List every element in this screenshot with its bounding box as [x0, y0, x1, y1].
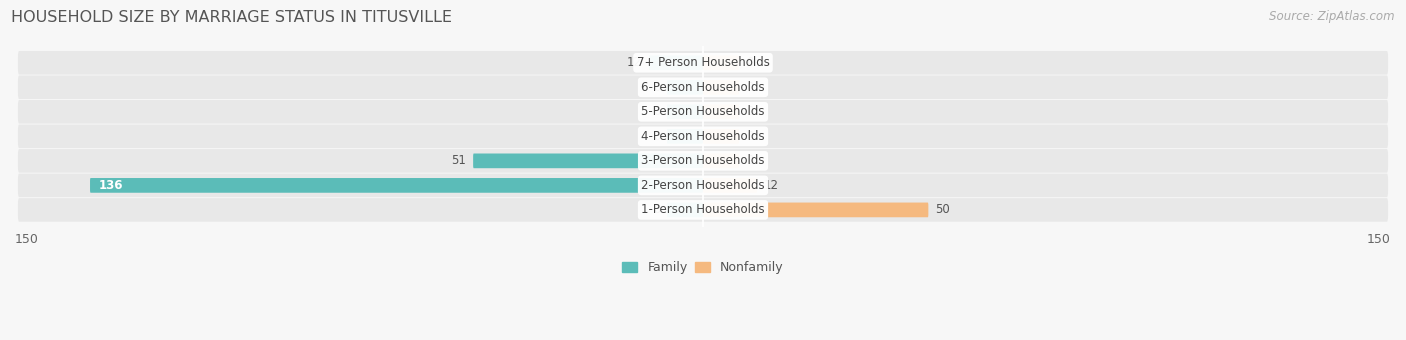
FancyBboxPatch shape [666, 104, 703, 119]
FancyBboxPatch shape [703, 55, 740, 70]
FancyBboxPatch shape [18, 174, 1388, 197]
FancyBboxPatch shape [703, 203, 928, 217]
FancyBboxPatch shape [703, 178, 756, 193]
Text: HOUSEHOLD SIZE BY MARRIAGE STATUS IN TITUSVILLE: HOUSEHOLD SIZE BY MARRIAGE STATUS IN TIT… [11, 10, 453, 25]
FancyBboxPatch shape [703, 104, 740, 119]
FancyBboxPatch shape [666, 203, 703, 217]
Text: 3-Person Households: 3-Person Households [641, 154, 765, 167]
Text: 0: 0 [652, 105, 661, 118]
Text: 6-Person Households: 6-Person Households [641, 81, 765, 94]
FancyBboxPatch shape [18, 51, 1388, 74]
FancyBboxPatch shape [703, 129, 740, 144]
Text: 0: 0 [745, 154, 754, 167]
Text: 1-Person Households: 1-Person Households [641, 203, 765, 216]
Text: 7+ Person Households: 7+ Person Households [637, 56, 769, 69]
Text: 2-Person Households: 2-Person Households [641, 179, 765, 192]
Text: Source: ZipAtlas.com: Source: ZipAtlas.com [1270, 10, 1395, 23]
FancyBboxPatch shape [703, 80, 740, 95]
Text: 4-Person Households: 4-Person Households [641, 130, 765, 143]
Text: 136: 136 [98, 179, 124, 192]
FancyBboxPatch shape [18, 149, 1388, 173]
FancyBboxPatch shape [18, 100, 1388, 123]
FancyBboxPatch shape [474, 153, 703, 168]
Text: 5-Person Households: 5-Person Households [641, 105, 765, 118]
Text: 12: 12 [763, 179, 779, 192]
FancyBboxPatch shape [666, 129, 703, 144]
Text: 0: 0 [652, 130, 661, 143]
Text: 0: 0 [652, 81, 661, 94]
Text: 0: 0 [745, 105, 754, 118]
Text: 0: 0 [745, 130, 754, 143]
Text: 51: 51 [451, 154, 467, 167]
Text: 50: 50 [935, 203, 950, 216]
Legend: Family, Nonfamily: Family, Nonfamily [617, 256, 789, 279]
FancyBboxPatch shape [650, 55, 703, 70]
Text: 0: 0 [745, 81, 754, 94]
FancyBboxPatch shape [18, 75, 1388, 99]
FancyBboxPatch shape [18, 198, 1388, 222]
FancyBboxPatch shape [703, 153, 740, 168]
Text: 0: 0 [652, 203, 661, 216]
Text: 12: 12 [627, 56, 643, 69]
FancyBboxPatch shape [90, 178, 703, 193]
FancyBboxPatch shape [18, 124, 1388, 148]
Text: 0: 0 [745, 56, 754, 69]
FancyBboxPatch shape [666, 80, 703, 95]
